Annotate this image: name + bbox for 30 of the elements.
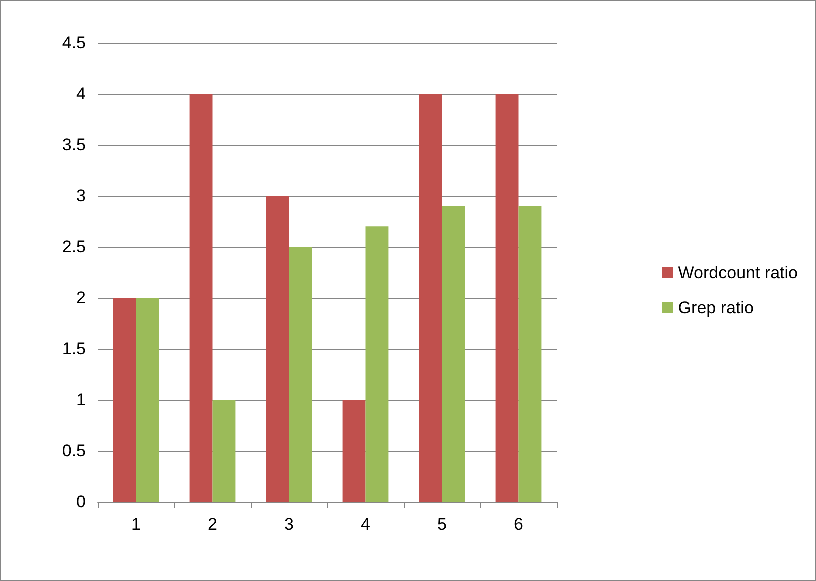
y-tick-label: 0.5	[62, 442, 86, 460]
x-tick-label: 1	[132, 515, 141, 534]
y-tick-label: 4.5	[62, 34, 86, 52]
bar	[136, 298, 160, 502]
bar	[518, 206, 542, 502]
x-tick-label: 4	[361, 515, 370, 534]
y-tick-label: 3.5	[62, 136, 86, 154]
y-tick-label: 4	[76, 84, 86, 104]
x-tick-label: 6	[514, 515, 524, 534]
x-tick-label: 2	[208, 515, 218, 534]
bar	[212, 400, 236, 502]
bar	[496, 94, 519, 502]
bar	[289, 247, 312, 502]
bar	[366, 226, 389, 502]
x-tick-label: 3	[284, 515, 294, 534]
y-tick-label: 3	[76, 186, 86, 206]
x-tick-label: 5	[438, 515, 447, 534]
y-tick-label: 1.5	[62, 340, 86, 358]
bar	[342, 400, 366, 502]
bar	[266, 196, 290, 502]
bar	[113, 298, 136, 502]
y-tick-label: 0	[76, 492, 86, 512]
y-tick-label: 2.5	[62, 238, 86, 256]
bar	[442, 206, 466, 502]
bar	[419, 94, 442, 502]
y-tick-label: 2	[76, 288, 86, 308]
legend-label: Grep ratio	[678, 298, 754, 318]
legend-label: Wordcount ratio	[678, 264, 798, 282]
y-tick-label: 1	[76, 390, 86, 410]
bar	[190, 94, 213, 502]
